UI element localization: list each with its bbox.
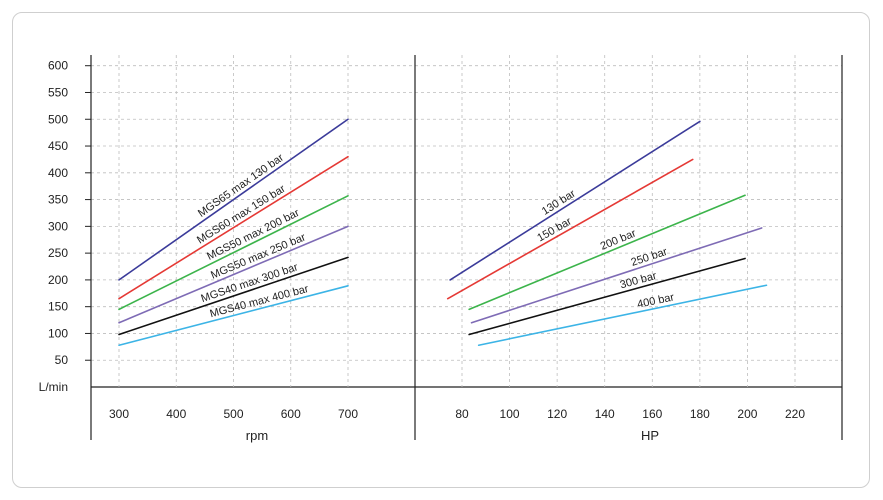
y-tick-label: 300 <box>48 219 68 233</box>
x-tick-label: 600 <box>281 407 301 421</box>
x-tick-label: 180 <box>690 407 710 421</box>
series-line <box>468 257 746 336</box>
series-line <box>118 118 349 281</box>
series-line <box>118 256 349 336</box>
x-tick-label: 220 <box>785 407 805 421</box>
series-line <box>449 120 701 281</box>
y-tick-label: 150 <box>48 300 68 314</box>
x-tick-label: 140 <box>595 407 615 421</box>
x-tick-label: 400 <box>166 407 186 421</box>
y-tick-label: 600 <box>48 59 68 73</box>
x-tick-label: 700 <box>338 407 358 421</box>
series-line <box>118 225 349 324</box>
horizontal-gridlines <box>91 65 842 361</box>
y-axis-label: L/min <box>39 380 68 394</box>
series-line <box>446 158 694 300</box>
y-tick-label: 500 <box>48 112 68 126</box>
x-axis-label: HP <box>641 428 659 443</box>
y-tick-label: 250 <box>48 246 68 260</box>
x-tick-label: 300 <box>109 407 129 421</box>
x-tick-label: 120 <box>547 407 567 421</box>
series-line <box>118 284 349 347</box>
y-tick-label: 350 <box>48 193 68 207</box>
y-tick-label: 400 <box>48 166 68 180</box>
y-tick-labels: 50 100 150 200 250 300 350 400 450 500 550 600 L/min <box>39 59 91 394</box>
chart-frame <box>12 12 870 488</box>
y-tick-label: 200 <box>48 273 68 287</box>
series-line <box>118 195 349 311</box>
series-line <box>470 227 763 324</box>
x-axis-label: rpm <box>246 428 268 443</box>
y-tick-label: 50 <box>55 353 69 367</box>
x-tick-label: 200 <box>737 407 757 421</box>
y-tick-label: 100 <box>48 326 68 340</box>
x-tick-label: 80 <box>455 407 469 421</box>
y-tick-label: 450 <box>48 139 68 153</box>
series-line <box>477 284 768 347</box>
x-tick-label: 100 <box>500 407 520 421</box>
series-line <box>118 155 349 300</box>
y-tick-label: 550 <box>48 85 68 99</box>
x-tick-label: 160 <box>642 407 662 421</box>
series-line <box>468 194 746 311</box>
x-tick-label: 500 <box>223 407 243 421</box>
